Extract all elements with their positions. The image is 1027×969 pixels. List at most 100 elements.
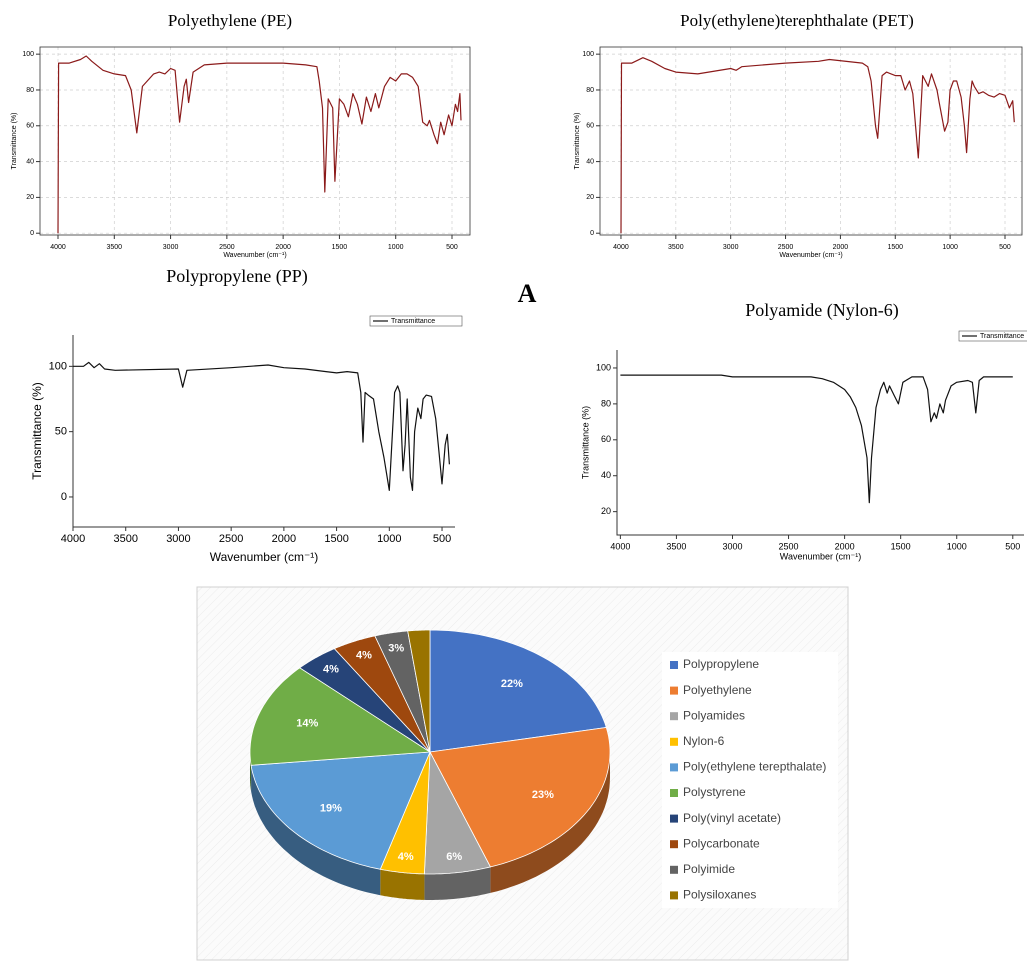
x-axis-label: Wavenumber (cm⁻¹) [779, 252, 842, 259]
x-tick-label: 2500 [778, 244, 794, 251]
x-tick-label: 2500 [779, 541, 799, 551]
x-axis-label: Wavenumber (cm⁻¹) [223, 252, 286, 259]
legend-swatch [670, 840, 678, 849]
x-tick-label: 2500 [219, 244, 235, 251]
pie-slice [429, 727, 611, 868]
legend-label: Poly(vinyl acetate) [683, 811, 781, 825]
legend-label: Transmittance [391, 318, 435, 325]
axes [616, 350, 1024, 536]
x-tick-label: 3500 [113, 533, 137, 545]
y-tick-label: 50 [55, 426, 67, 438]
value-label: 4% [356, 650, 372, 662]
spectrum-line [620, 57, 1015, 234]
legend-box [662, 652, 838, 908]
plot-frame [599, 46, 1023, 236]
legend-frame [958, 330, 1027, 342]
x-tick-label: 3000 [163, 244, 179, 251]
axes [72, 335, 455, 528]
legend-label: Polyimide [683, 862, 735, 876]
y-tick-label: 60 [601, 434, 611, 444]
value-label: 23% [532, 789, 554, 801]
x-tick-label: 3500 [666, 541, 686, 551]
x-tick-label: 1500 [332, 244, 348, 251]
legend-label: Polypropylene [683, 657, 759, 671]
y-axis-label: Transmittance (%) [580, 406, 590, 479]
legend-swatch [670, 763, 678, 772]
pie-slice [299, 648, 431, 753]
y-axis-label: Transmittance (%) [30, 382, 44, 480]
x-tick-label: 4000 [610, 541, 630, 551]
chart-title: Polyamide (Nylon-6) [745, 300, 898, 321]
slice-side [251, 765, 381, 896]
y-tick-label: 40 [601, 470, 611, 480]
pie-slice [407, 629, 431, 753]
value-label: 4% [398, 851, 414, 863]
legend-swatch [670, 712, 678, 721]
chart-title: Poly(ethylene)terephthalate (PET) [680, 11, 914, 30]
y-tick-label: 60 [586, 123, 594, 130]
value-label: 14% [296, 718, 318, 730]
legend-label: Poly(ethylene terepthalate) [683, 760, 826, 774]
y-tick-label: 80 [26, 87, 34, 94]
x-tick-label: 2000 [835, 541, 855, 551]
x-tick-label: 500 [999, 244, 1011, 251]
x-tick-label: 1500 [887, 244, 903, 251]
legend-swatch [670, 865, 678, 874]
pie-slice [249, 667, 432, 766]
legend-swatch [670, 891, 678, 900]
y-tick-label: 0 [61, 491, 67, 503]
value-label: 19% [320, 802, 342, 814]
value-label: 6% [446, 851, 462, 863]
x-tick-label: 500 [446, 244, 458, 251]
value-label: 22% [501, 678, 523, 690]
y-tick-label: 80 [601, 398, 611, 408]
x-tick-label: 500 [1005, 541, 1020, 551]
spectrum-line [620, 374, 1013, 504]
x-tick-label: 4000 [50, 244, 66, 251]
x-tick-label: 500 [433, 533, 451, 545]
x-tick-label: 1500 [324, 533, 348, 545]
pie-slice [250, 751, 431, 870]
legend-label: Transmittance [980, 333, 1024, 340]
x-axis-label: Wavenumber (cm⁻¹) [210, 550, 319, 564]
legend-label: Polyamides [683, 708, 745, 722]
spectrum-line [57, 55, 462, 234]
legend-label: Polysiloxanes [683, 888, 756, 902]
legend-label: Polystyrene [683, 785, 746, 799]
plot-frame [39, 46, 471, 236]
x-tick-label: 3500 [107, 244, 123, 251]
x-axis-label: Wavenumber (cm⁻¹) [780, 551, 861, 561]
x-tick-label: 2500 [219, 533, 243, 545]
y-tick-label: 20 [26, 194, 34, 201]
x-tick-label: 1000 [377, 533, 401, 545]
legend-label: Polycarbonate [683, 836, 760, 850]
x-tick-label: 4000 [613, 244, 629, 251]
slice-side [424, 866, 491, 900]
x-tick-label: 1000 [942, 244, 958, 251]
legend-frame [369, 315, 463, 327]
y-tick-label: 100 [49, 360, 67, 372]
legend-label: Nylon-6 [683, 734, 725, 748]
y-axis-label: Transmittance (%) [574, 113, 581, 170]
y-tick-label: 40 [26, 158, 34, 165]
x-tick-label: 1500 [891, 541, 911, 551]
y-tick-label: 20 [586, 194, 594, 201]
x-tick-label: 3000 [166, 533, 190, 545]
value-label: 4% [323, 664, 339, 676]
x-tick-label: 2000 [833, 244, 849, 251]
y-tick-label: 100 [22, 51, 34, 58]
y-tick-label: 80 [586, 87, 594, 94]
x-tick-label: 1000 [947, 541, 967, 551]
y-tick-label: 0 [30, 230, 34, 237]
y-tick-label: 100 [582, 51, 594, 58]
x-tick-label: 2000 [275, 244, 291, 251]
slice-side [380, 869, 425, 900]
chart-title: Polyethylene (PE) [168, 11, 292, 30]
y-tick-label: 100 [596, 362, 611, 372]
spectrum-line [73, 361, 450, 491]
pie-slice [423, 750, 491, 875]
panel-label: A [518, 279, 537, 308]
legend-label: Polyethylene [683, 683, 752, 697]
y-axis-label: Transmittance (%) [11, 113, 18, 170]
